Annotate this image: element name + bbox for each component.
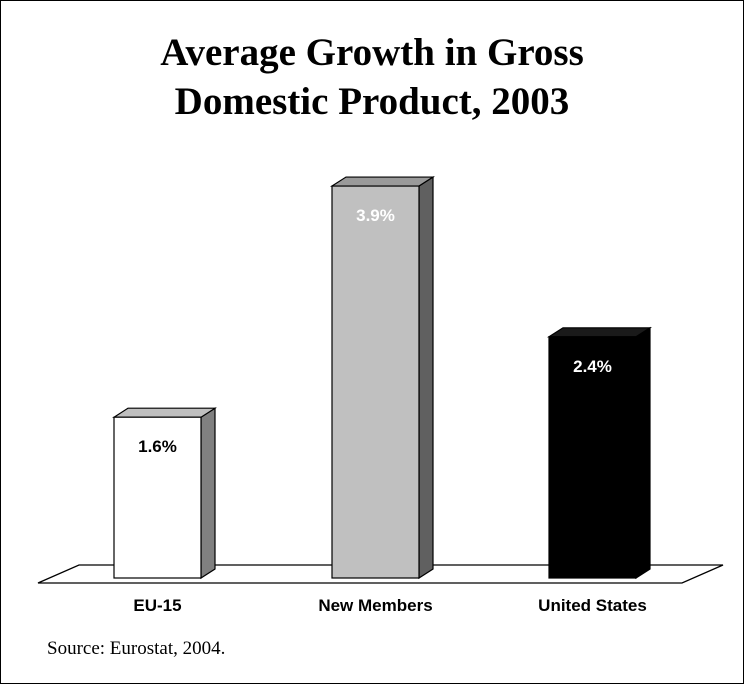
source-note: Source: Eurostat, 2004. <box>47 638 226 659</box>
category-labels: EU-15 New Members United States <box>133 596 646 615</box>
category-label: EU-15 <box>133 596 181 615</box>
bar-side-face <box>200 407 216 580</box>
bar-front-face <box>548 336 637 579</box>
bar-eu-15: 1.6% <box>111 407 218 580</box>
bar-united-states: 2.4% <box>546 326 653 580</box>
category-label: United States <box>538 596 647 615</box>
data-label: 3.9% <box>356 206 395 225</box>
data-label: 2.4% <box>573 357 612 376</box>
bar-front-face <box>331 185 420 579</box>
chart-title: Average Growth in Gross Domestic Product… <box>0 28 744 126</box>
bar-new-members: 3.9% <box>329 175 436 580</box>
data-label: 1.6% <box>138 437 177 456</box>
bar-side-face <box>418 175 434 580</box>
category-label: New Members <box>318 596 432 615</box>
bar-top-face <box>111 407 218 418</box>
bars-group: 1.6% 3.9% 2.4% <box>111 175 653 580</box>
bar-top-face <box>546 327 653 338</box>
chart-title-line-1: Average Growth in Gross <box>160 31 584 74</box>
chart-title-line-2: Domestic Product, 2003 <box>174 80 570 123</box>
bar-side-face <box>635 326 651 580</box>
bar-front-face <box>113 416 202 579</box>
bar-top-face <box>329 176 436 187</box>
